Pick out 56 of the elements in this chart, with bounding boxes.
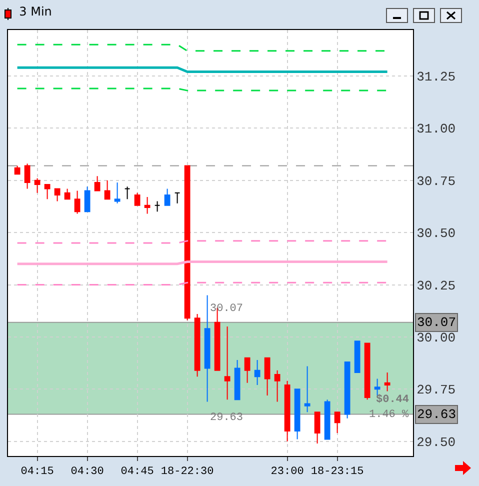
- candlestick: [204, 294, 210, 402]
- candlestick: [104, 180, 110, 200]
- candlestick: [374, 378, 380, 396]
- candlestick: [254, 359, 260, 386]
- chart-title: 3 Min: [19, 4, 52, 19]
- y-tick-label: 30.00: [416, 330, 456, 346]
- candlestick: [44, 184, 50, 200]
- candlestick: [54, 188, 60, 202]
- candlestick: [34, 178, 40, 194]
- candlestick: [24, 163, 30, 190]
- candlestick: [154, 200, 160, 212]
- x-tick-label: 04:30: [70, 466, 104, 478]
- candlestick: [174, 192, 180, 204]
- candlestick: [324, 399, 330, 440]
- candlestick: [264, 357, 270, 396]
- candlestick: [194, 314, 200, 378]
- candlestick: [124, 186, 130, 200]
- y-tick-label: 30.25: [416, 278, 456, 294]
- annotation: 30.07: [210, 303, 244, 315]
- y-tick-label: 29.75: [416, 382, 456, 398]
- candlestick: [84, 186, 90, 212]
- y-tick-label: 30.50: [416, 226, 456, 242]
- candlestick: [304, 366, 310, 413]
- x-tick-label: 18-22:30: [160, 466, 214, 478]
- y-tick-label: 29.50: [416, 434, 456, 450]
- candlestick: [114, 182, 120, 204]
- x-tick-label: 23:00: [270, 466, 304, 478]
- candlestick: [294, 388, 300, 440]
- y-tick-label: 31.25: [416, 69, 456, 84]
- candlestick: [74, 190, 80, 214]
- candlestick: [244, 357, 250, 384]
- candlestick: [334, 412, 340, 434]
- candlestick: [14, 165, 20, 175]
- candlestick: [364, 342, 370, 400]
- x-tick-label: 18-23:15: [310, 466, 364, 478]
- x-tick-label: 04:15: [20, 466, 54, 478]
- candlestick: [284, 380, 290, 442]
- candlestick: [354, 340, 360, 373]
- candlestick: [134, 192, 140, 206]
- candlestick: [144, 196, 150, 214]
- y-tick-label: 31.00: [416, 122, 456, 137]
- ref-line-label: 29.63: [417, 407, 456, 422]
- candlestick: [274, 370, 280, 402]
- candlestick: [314, 412, 320, 444]
- candlestick: [94, 176, 100, 192]
- y-tick-label: 30.75: [416, 174, 456, 189]
- candlestick: [384, 372, 390, 392]
- candlestick: [164, 188, 170, 206]
- annotation: $0.44: [376, 393, 410, 406]
- candlestick: [224, 326, 230, 400]
- candlestick: [64, 188, 70, 200]
- x-tick-label: 04:45: [120, 466, 154, 478]
- annotation: 29.63: [210, 412, 244, 424]
- candlestick: [234, 359, 240, 400]
- candlestick: [344, 362, 350, 419]
- ref-line-label: 30.07: [417, 315, 456, 330]
